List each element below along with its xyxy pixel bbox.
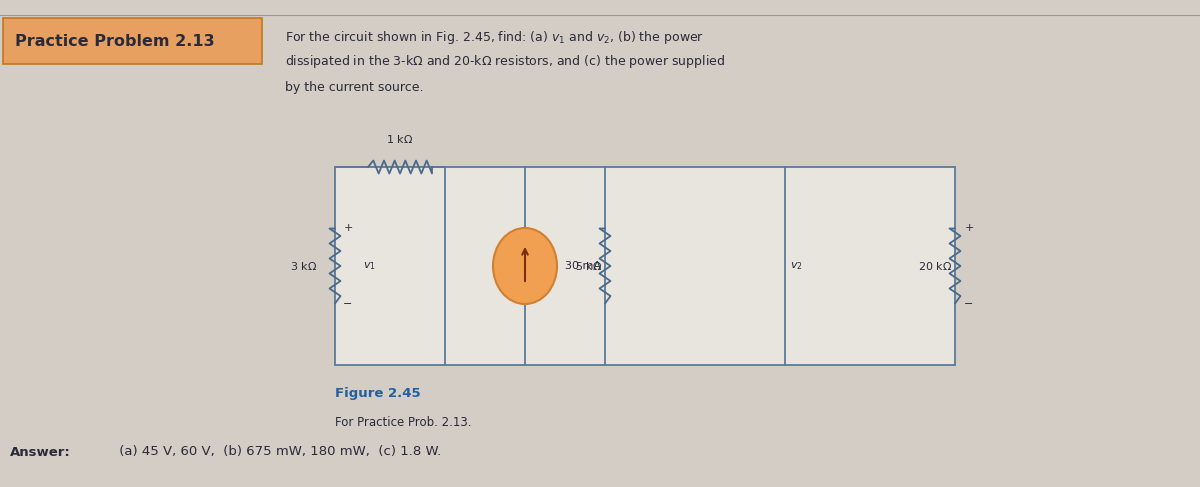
Bar — [335, 167, 955, 365]
Text: $v_2$: $v_2$ — [790, 260, 803, 272]
Text: 5 k$\Omega$: 5 k$\Omega$ — [575, 260, 602, 272]
Text: For the circuit shown in Fig. 2.45, find: (a) $v_1$ and $v_2$, (b) the power: For the circuit shown in Fig. 2.45, find… — [286, 29, 704, 45]
Text: Practice Problem 2.13: Practice Problem 2.13 — [14, 34, 215, 49]
Text: Figure 2.45: Figure 2.45 — [335, 387, 421, 399]
Text: 30 mA: 30 mA — [565, 261, 601, 271]
Text: 20 k$\Omega$: 20 k$\Omega$ — [918, 260, 952, 272]
FancyBboxPatch shape — [4, 18, 262, 64]
Text: Answer:: Answer: — [10, 446, 71, 458]
Text: +: + — [965, 223, 973, 233]
Text: dissipated in the 3-k$\Omega$ and 20-k$\Omega$ resistors, and (c) the power supp: dissipated in the 3-k$\Omega$ and 20-k$\… — [286, 54, 725, 71]
Text: $v_1$: $v_1$ — [364, 260, 376, 272]
Ellipse shape — [493, 228, 557, 304]
Text: 1 k$\Omega$: 1 k$\Omega$ — [386, 133, 414, 145]
Text: (a) 45 V, 60 V,  (b) 675 mW, 180 mW,  (c) 1.8 W.: (a) 45 V, 60 V, (b) 675 mW, 180 mW, (c) … — [115, 446, 442, 458]
Text: −: − — [343, 299, 353, 309]
Text: −: − — [965, 299, 973, 309]
Text: 3 k$\Omega$: 3 k$\Omega$ — [290, 260, 317, 272]
Text: For Practice Prob. 2.13.: For Practice Prob. 2.13. — [335, 416, 472, 430]
Text: by the current source.: by the current source. — [286, 80, 424, 94]
Text: +: + — [343, 223, 353, 233]
